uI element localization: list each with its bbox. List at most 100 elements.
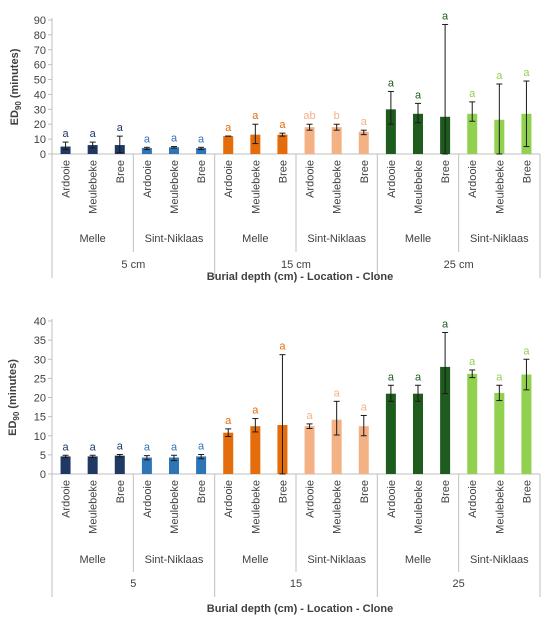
clone-label: Bree	[359, 480, 371, 503]
y-tick-label: 40	[34, 89, 46, 101]
y-tick-label: 0	[40, 149, 46, 161]
bar	[223, 136, 234, 154]
significance-letter: a	[198, 440, 205, 452]
significance-letter: a	[252, 110, 259, 122]
significance-letter: a	[496, 371, 503, 383]
location-label: Sint-Niklaas	[470, 233, 529, 245]
significance-letter: a	[415, 89, 422, 101]
location-label: Sint-Niklaas	[145, 233, 204, 245]
location-label: Sint-Niklaas	[307, 554, 366, 566]
bar	[358, 131, 369, 154]
bar	[223, 432, 234, 474]
clone-label: Ardooie	[142, 480, 154, 518]
bar	[169, 147, 179, 154]
y-tick-label: 10	[34, 431, 46, 443]
clone-label: Meulebeke	[494, 160, 506, 214]
significance-letter: b	[334, 110, 340, 122]
depth-label: 25	[453, 578, 465, 590]
clone-label: Ardooie	[61, 480, 73, 518]
significance-letter: a	[171, 133, 178, 145]
bar	[440, 366, 451, 474]
depth-label: 25 cm	[444, 259, 474, 271]
significance-letter: a	[442, 10, 449, 22]
location-label: Melle	[405, 233, 431, 245]
location-label: Sint-Niklaas	[307, 233, 366, 245]
significance-letter: a	[225, 415, 232, 427]
y-tick-label: 80	[34, 30, 46, 42]
chart-top: 0 10 20 30 40 50 60 70 80 90 ED90 (minutes) a Ardooi…	[9, 10, 541, 283]
significance-letter: a	[523, 345, 530, 357]
significance-letter: a	[361, 116, 368, 128]
bar	[87, 456, 98, 474]
y-tick-label: 0	[40, 469, 46, 481]
x-axis-label: Burial depth (cm) - Location - Clone	[207, 271, 393, 283]
clone-label: Bree	[115, 160, 127, 183]
clone-label: Ardooie	[142, 160, 154, 198]
y-tick-label: 40	[34, 316, 46, 328]
significance-letter: a	[144, 442, 151, 454]
significance-letter: a	[90, 441, 97, 453]
location-label: Melle	[242, 554, 268, 566]
clone-label: Bree	[440, 480, 452, 503]
bar	[60, 456, 71, 474]
bar	[277, 134, 288, 154]
bar	[467, 113, 478, 154]
y-tick-label: 30	[34, 104, 46, 116]
significance-letter: a	[279, 341, 286, 353]
location-label: Sint-Niklaas	[470, 554, 529, 566]
location-label: Melle	[242, 233, 268, 245]
bar	[304, 426, 315, 474]
clone-label: Meulebeke	[413, 480, 425, 534]
bar	[169, 457, 179, 474]
clone-label: Ardooie	[305, 480, 317, 518]
x-axis-label: Burial depth (cm) - Location - Clone	[207, 603, 393, 615]
bar	[196, 456, 207, 474]
y-axis-label: ED90 (minutes)	[7, 359, 21, 436]
y-tick-label: 20	[34, 393, 46, 405]
location-label: Melle	[405, 554, 431, 566]
location-label: Melle	[80, 554, 106, 566]
y-tick-label: 20	[34, 119, 46, 131]
y-tick-label: 90	[34, 15, 46, 27]
clone-label: Ardooie	[467, 160, 479, 198]
clone-label: Ardooie	[386, 160, 398, 198]
clone-label: Ardooie	[305, 160, 317, 198]
y-tick-label: 5	[40, 450, 46, 462]
y-tick-label: 30	[34, 354, 46, 366]
y-tick-label: 10	[34, 134, 46, 146]
clone-label: Ardooie	[467, 480, 479, 518]
significance-letter: a	[469, 356, 476, 368]
clone-label: Bree	[115, 480, 127, 503]
significance-letter: a	[469, 88, 476, 100]
y-tick-label: 35	[34, 335, 46, 347]
significance-letter: a	[252, 405, 259, 417]
significance-letter: a	[144, 133, 151, 145]
chart-bottom: 0 5 10 15 20 25 30 35 40 ED90 (minutes) a Ardooie a M…	[7, 316, 541, 615]
clone-label: Ardooie	[223, 160, 235, 198]
clone-label: Bree	[196, 480, 208, 503]
clone-label: Bree	[521, 160, 533, 183]
clone-label: Meulebeke	[332, 480, 344, 534]
significance-letter: a	[225, 122, 232, 134]
clone-label: Meulebeke	[169, 160, 181, 214]
bar	[467, 373, 478, 474]
bar	[196, 148, 207, 154]
significance-letter: ab	[303, 110, 315, 122]
significance-letter: a	[388, 77, 395, 89]
bar	[87, 145, 98, 154]
clone-label: Bree	[277, 160, 289, 183]
significance-letter: a	[62, 441, 69, 453]
bar	[141, 148, 152, 154]
significance-letter: a	[361, 401, 368, 413]
clone-label: Bree	[196, 160, 208, 183]
bar	[250, 134, 261, 154]
clone-label: Bree	[277, 480, 289, 503]
clone-label: Meulebeke	[88, 480, 100, 534]
bar	[385, 109, 396, 154]
significance-letter: a	[523, 67, 530, 79]
clone-label: Meulebeke	[169, 480, 181, 534]
significance-letter: a	[306, 410, 313, 422]
bar	[413, 113, 423, 154]
clone-label: Meulebeke	[494, 480, 506, 534]
